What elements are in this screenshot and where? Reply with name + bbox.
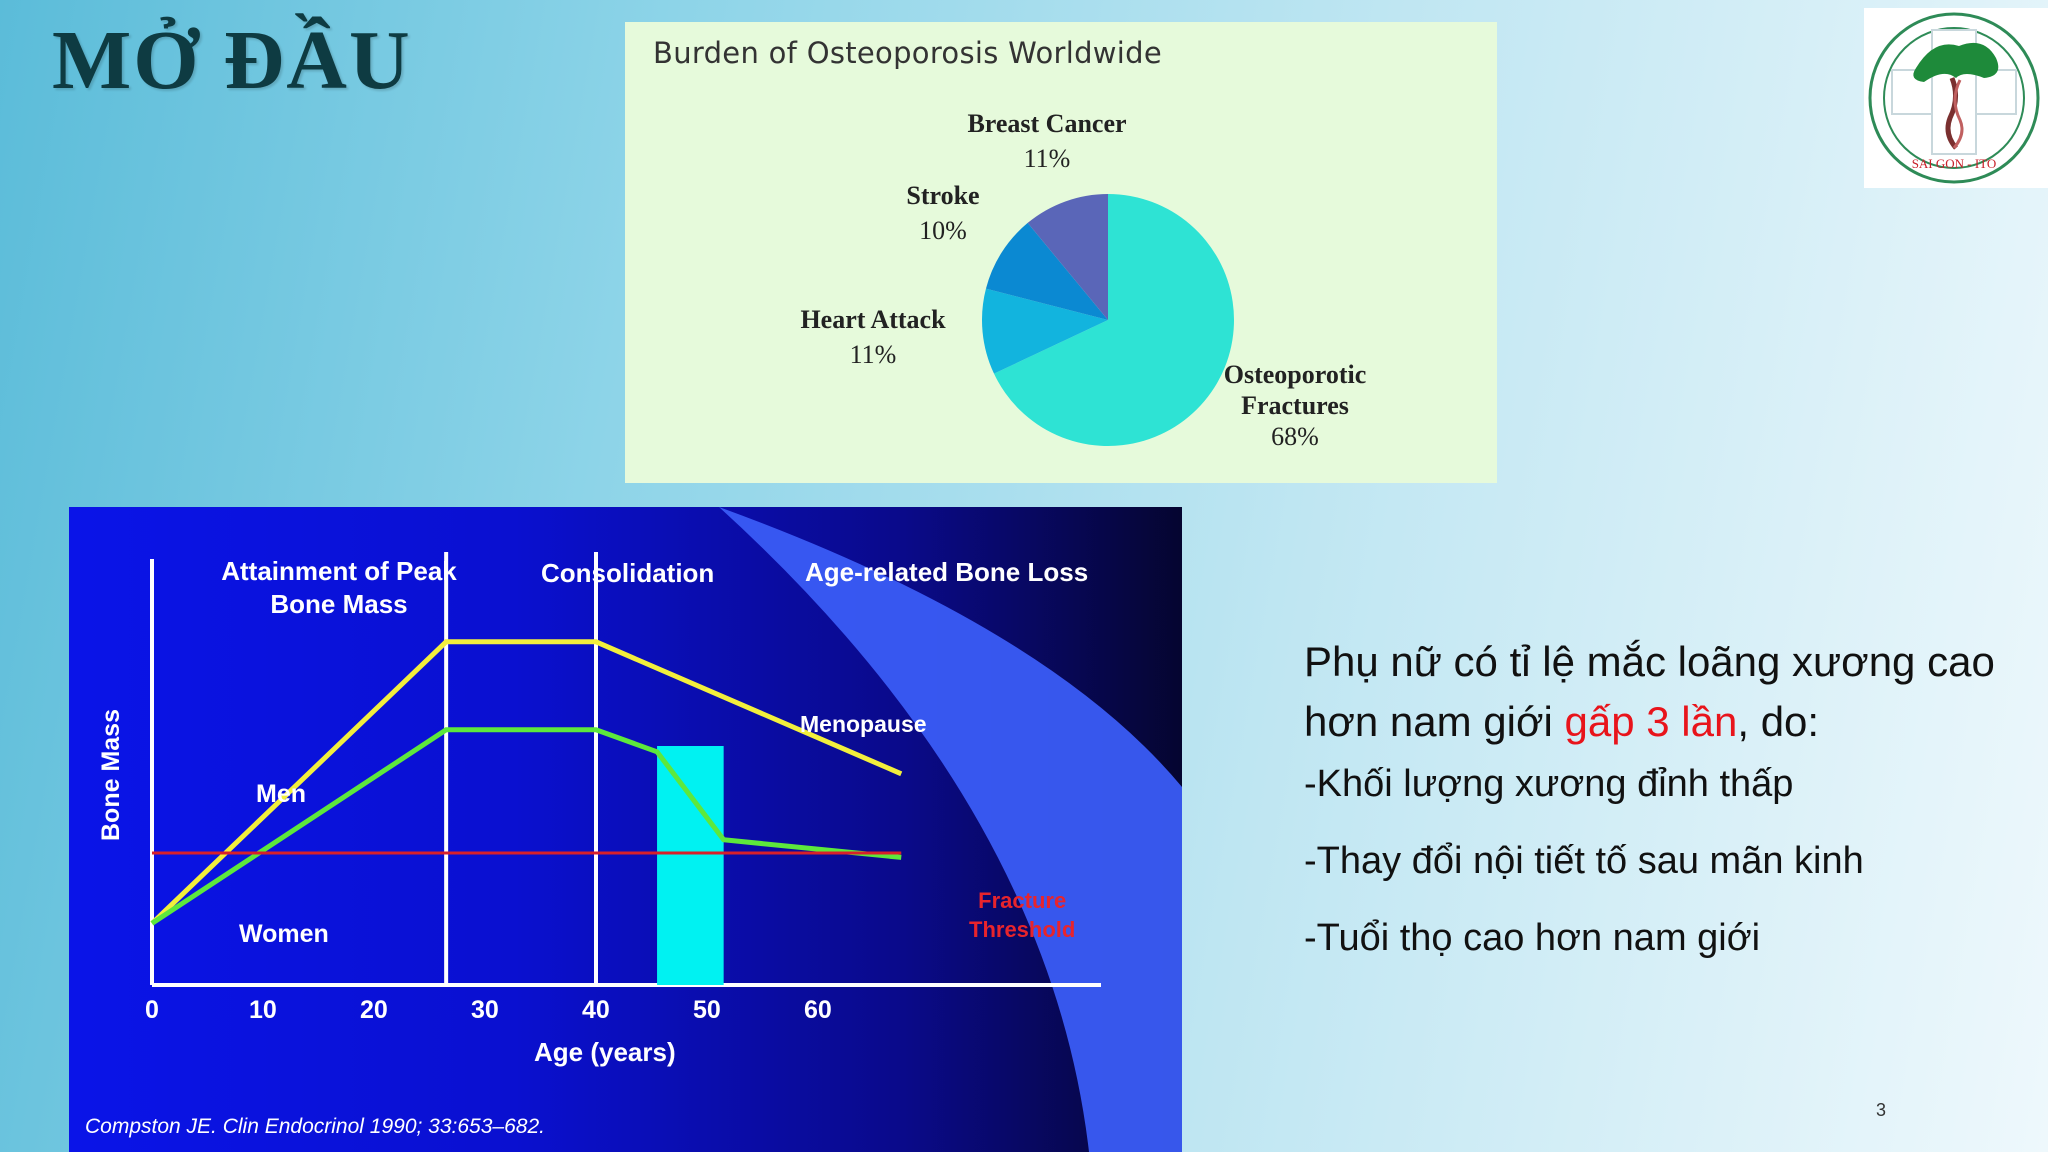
phase-peak-line1: Attainment of Peak: [221, 556, 457, 586]
lead-highlight: gấp 3 lần: [1564, 698, 1738, 745]
slice-breast-cancer: [1027, 194, 1108, 320]
citation: Compston JE. Clin Endocrinol 1990; 33:65…: [85, 1115, 545, 1138]
logo-text: SAI GON - ITO: [1912, 156, 1997, 171]
x-tick-60: 60: [804, 996, 832, 1024]
women-line: [150, 727, 902, 926]
slide-number: 3: [1876, 1100, 1887, 1120]
threshold-line2: Threshold: [969, 917, 1076, 942]
bullet-1: -Khối lượng xương đỉnh thấp: [1304, 763, 1794, 805]
pie-chart: [982, 194, 1234, 446]
lead-part1: Phụ nữ có tỉ lệ mắc loãng xương cao hơn …: [1304, 638, 1995, 745]
phase-peak-line2: Bone Mass: [270, 589, 408, 619]
phase-consolidation-label: Consolidation: [541, 558, 715, 588]
threshold-line1: Fracture: [978, 888, 1067, 913]
men-label: Men: [256, 780, 306, 808]
bone-mass-chart-panel: Attainment of Peak Bone Mass Consolidati…: [69, 507, 1182, 1152]
women-label: Women: [239, 920, 329, 948]
fractures-name-line1: Osteoporotic: [1223, 360, 1367, 389]
pie-chart-panel: Burden of Osteoporosis Worldwide Breast …: [625, 22, 1497, 483]
pie-chart-title: Burden of Osteoporosis Worldwide: [653, 36, 1162, 70]
label-osteoporotic-fractures: Osteoporotic Fractures 68%: [1195, 359, 1395, 452]
heart-attack-name: Heart Attack: [800, 305, 946, 334]
lead-statement: Phụ nữ có tỉ lệ mắc loãng xương cao hơn …: [1304, 632, 2024, 752]
fractures-name-line2: Fractures: [1241, 391, 1349, 420]
bone-loss-wedge: [719, 507, 1182, 1152]
menopause-label: Menopause: [800, 711, 927, 737]
stroke-name: Stroke: [906, 181, 980, 210]
slice-stroke: [985, 222, 1108, 320]
bullet-2: -Thay đổi nội tiết tố sau mãn kinh: [1304, 840, 1864, 882]
breast-cancer-name: Breast Cancer: [967, 109, 1127, 138]
x-tick-10: 10: [249, 996, 277, 1024]
slice-osteoporotic-fractures: [993, 194, 1234, 446]
men-line: [150, 639, 903, 926]
y-axis-label: Bone Mass: [97, 709, 125, 841]
x-tick-50: 50: [693, 996, 721, 1024]
fracture-threshold-label: Fracture Threshold: [969, 886, 1075, 944]
x-tick-30: 30: [471, 996, 499, 1024]
label-heart-attack: Heart Attack 11%: [773, 302, 973, 372]
label-stroke: Stroke 10%: [883, 178, 1003, 248]
menopause-bar: [657, 746, 724, 985]
label-breast-cancer: Breast Cancer 11%: [947, 106, 1147, 176]
breast-cancer-pct: 11%: [1023, 144, 1071, 173]
slice-heart-attack: [982, 288, 1108, 374]
phase-loss-label: Age-related Bone Loss: [805, 557, 1089, 587]
text-panel: Phụ nữ có tỉ lệ mắc loãng xương cao hơn …: [1304, 632, 2024, 993]
stroke-pct: 10%: [919, 216, 967, 245]
fractures-pct: 68%: [1271, 422, 1319, 451]
x-tick-20: 20: [360, 996, 388, 1024]
x-tick-40: 40: [582, 996, 610, 1024]
phase-peak-label: Attainment of Peak Bone Mass: [209, 555, 469, 621]
logo-emblem: SAI GON - ITO: [1868, 12, 2040, 184]
lead-part2: , do:: [1737, 698, 1820, 745]
x-tick-0: 0: [145, 996, 159, 1024]
heart-attack-pct: 11%: [849, 340, 897, 369]
bullet-3: -Tuổi thọ cao hơn nam giới: [1304, 917, 1761, 959]
slide-title: MỞ ĐẦU: [52, 14, 412, 107]
hospital-logo: SAI GON - ITO: [1864, 8, 2048, 188]
bone-mass-chart: [150, 507, 1182, 1152]
x-axis-label: Age (years): [534, 1037, 676, 1067]
